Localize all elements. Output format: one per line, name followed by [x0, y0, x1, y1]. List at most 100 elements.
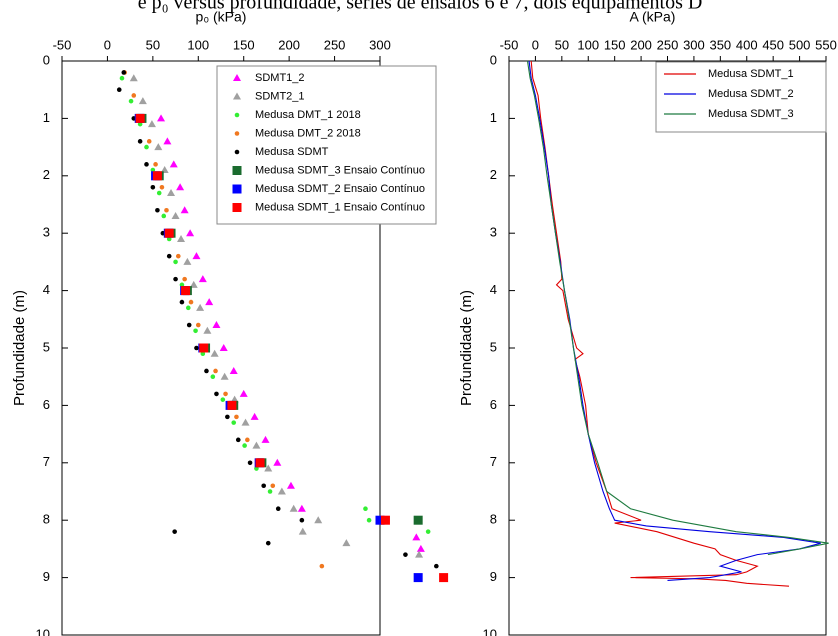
- point: [156, 190, 162, 196]
- y-tick-label: 0: [43, 52, 50, 67]
- x-tick-label: 450: [762, 37, 784, 52]
- point: [150, 184, 156, 190]
- legend-swatch: [234, 149, 240, 155]
- point: [166, 236, 172, 242]
- legend-label: Medusa SDMT_2: [708, 88, 794, 100]
- point: [235, 437, 241, 443]
- y-tick-label: 6: [43, 397, 50, 412]
- point: [177, 234, 186, 242]
- point: [270, 483, 276, 489]
- point: [434, 563, 439, 569]
- point: [298, 527, 307, 535]
- point: [153, 162, 158, 167]
- point: [225, 414, 230, 420]
- point: [161, 213, 167, 219]
- legend-label: Medusa SDMT_1: [708, 68, 794, 80]
- point: [167, 189, 176, 197]
- point: [147, 120, 156, 128]
- line: [526, 60, 829, 556]
- y-tick-label: 0: [490, 52, 497, 67]
- point: [245, 437, 250, 443]
- y-tick-label: 9: [490, 569, 497, 584]
- point: [261, 435, 270, 443]
- point: [247, 460, 253, 466]
- x-tick-label: 500: [789, 37, 811, 52]
- point: [261, 483, 267, 489]
- point: [137, 121, 143, 127]
- point: [366, 517, 372, 523]
- point: [412, 533, 421, 541]
- point: [264, 464, 273, 472]
- point: [146, 139, 152, 144]
- point: [342, 539, 351, 547]
- y-tick-label: 10: [483, 626, 497, 636]
- point: [212, 321, 221, 329]
- point: [403, 552, 408, 557]
- x-tick-label: 550: [815, 37, 837, 52]
- y-tick-label: 4: [43, 282, 50, 297]
- x-tick-label: 0: [532, 37, 539, 52]
- point: [128, 98, 134, 104]
- point: [220, 397, 226, 402]
- y-tick-label: 3: [490, 225, 497, 240]
- point: [150, 167, 156, 173]
- point: [297, 504, 306, 512]
- point: [121, 70, 127, 75]
- point: [255, 458, 265, 468]
- point: [204, 368, 209, 374]
- legend-swatch: [232, 166, 242, 175]
- legend-swatch: [233, 74, 241, 81]
- point: [137, 139, 143, 144]
- legend-swatch: [233, 92, 241, 100]
- point: [152, 171, 162, 181]
- point: [314, 516, 323, 524]
- point: [267, 489, 273, 494]
- point: [186, 229, 195, 237]
- y-tick-label: 8: [490, 512, 497, 527]
- point: [183, 257, 192, 265]
- y-axis-title: Profundidade (m): [458, 290, 475, 406]
- x-tick-label: 0: [104, 37, 111, 52]
- legend-swatch: [232, 184, 242, 194]
- point: [227, 400, 237, 410]
- point: [199, 343, 209, 353]
- legend-label: Medusa DMT_2 2018: [255, 127, 361, 139]
- y-tick-label: 3: [43, 225, 50, 240]
- point: [192, 252, 201, 260]
- y-tick-label: 8: [43, 512, 50, 527]
- point: [439, 573, 449, 583]
- point: [380, 515, 390, 525]
- point: [214, 391, 219, 397]
- y-tick-label: 5: [43, 339, 50, 354]
- point: [144, 144, 149, 150]
- point: [196, 303, 205, 311]
- point: [413, 515, 423, 525]
- point: [185, 305, 191, 311]
- legend-box: [216, 65, 437, 225]
- point: [176, 183, 185, 191]
- point: [164, 207, 169, 213]
- point: [415, 550, 424, 558]
- point: [135, 113, 145, 123]
- series: [135, 113, 449, 583]
- point: [223, 391, 228, 397]
- legend-label: Medusa SDMT_3: [708, 108, 794, 120]
- legend-label: Medusa DMT_1 2018: [255, 109, 361, 121]
- point: [173, 276, 178, 282]
- point: [252, 441, 261, 449]
- legend-swatch: [234, 131, 240, 136]
- point: [129, 74, 138, 82]
- point: [182, 276, 187, 282]
- point: [219, 344, 228, 351]
- y-tick-label: 6: [490, 397, 497, 412]
- point: [193, 328, 198, 334]
- point: [173, 259, 178, 265]
- point: [198, 275, 207, 283]
- point: [179, 282, 185, 288]
- point: [250, 412, 259, 420]
- y-tick-label: 5: [490, 339, 497, 354]
- point: [163, 137, 172, 145]
- legend-swatch: [234, 112, 240, 118]
- x-tick-label: 250: [657, 37, 679, 52]
